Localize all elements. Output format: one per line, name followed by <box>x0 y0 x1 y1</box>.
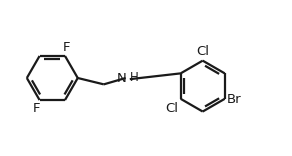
Text: F: F <box>33 102 41 115</box>
Text: F: F <box>62 41 70 54</box>
Text: Br: Br <box>227 93 242 107</box>
Text: Cl: Cl <box>165 102 178 115</box>
Text: Cl: Cl <box>196 45 209 58</box>
Text: H: H <box>130 71 138 84</box>
Text: N: N <box>117 71 126 85</box>
